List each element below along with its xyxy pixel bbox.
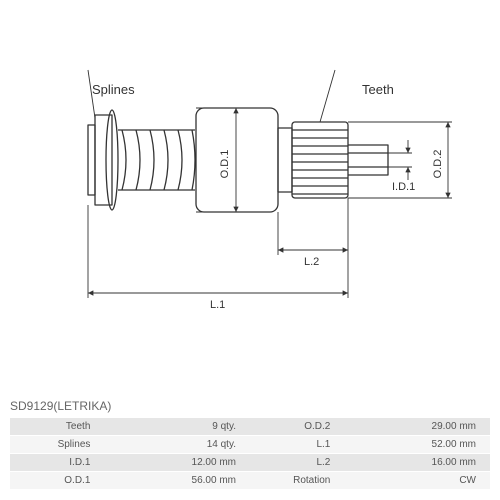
l1-dim: L.1 (210, 299, 225, 311)
spec-val: CW (336, 472, 490, 489)
spec-table: Teeth9 qty.O.D.229.00 mmSplines14 qty.L.… (10, 417, 490, 490)
table-row: I.D.112.00 mmL.216.00 mm (10, 454, 490, 471)
table-row: Splines14 qty.L.152.00 mm (10, 436, 490, 453)
spec-val: 56.00 mm (96, 472, 250, 489)
spec-key: Rotation (250, 472, 336, 489)
spec-key: O.D.1 (10, 472, 96, 489)
spec-val: 14 qty. (96, 436, 250, 453)
table-row: O.D.156.00 mmRotationCW (10, 472, 490, 489)
part-code: SD9129(LETRIKA) (10, 399, 490, 413)
spec-val: 9 qty. (96, 418, 250, 435)
spec-key: L.2 (250, 454, 336, 471)
spec-key: O.D.2 (250, 418, 336, 435)
od2-dim: O.D.2 (432, 150, 444, 179)
spec-table-wrap: SD9129(LETRIKA) Teeth9 qty.O.D.229.00 mm… (10, 399, 490, 490)
l2-dim: L.2 (304, 256, 319, 268)
spec-val: 52.00 mm (336, 436, 490, 453)
spec-key: Teeth (10, 418, 96, 435)
spec-val: 12.00 mm (96, 454, 250, 471)
id1-dim: I.D.1 (392, 181, 415, 193)
splines-label: Splines (92, 82, 135, 97)
spec-key: Splines (10, 436, 96, 453)
part-svg: O.D.1 I.D.1 O.D.2 L.2 L.1 (40, 30, 470, 350)
table-row: Teeth9 qty.O.D.229.00 mm (10, 418, 490, 435)
technical-drawing: Splines Teeth (40, 30, 470, 350)
spec-key: L.1 (250, 436, 336, 453)
od1-dim: O.D.1 (219, 150, 231, 179)
spec-key: I.D.1 (10, 454, 96, 471)
spec-val: 29.00 mm (336, 418, 490, 435)
teeth-label: Teeth (362, 82, 394, 97)
spec-val: 16.00 mm (336, 454, 490, 471)
